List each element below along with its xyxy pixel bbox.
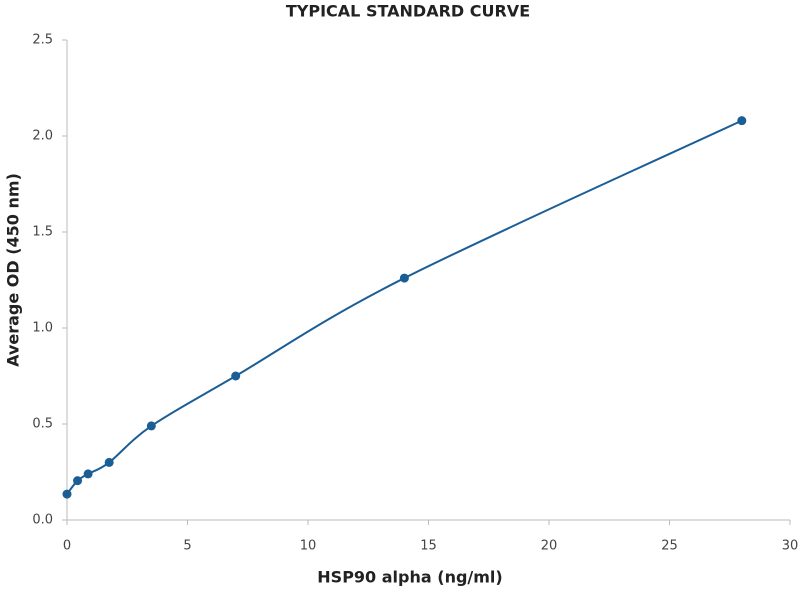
point — [83, 469, 93, 479]
x-tick-label: 30 — [782, 539, 799, 554]
point — [146, 421, 156, 431]
point — [399, 273, 409, 283]
point — [231, 371, 241, 381]
y-tick-label: 0.0 — [32, 513, 53, 528]
curve — [66, 119, 743, 495]
x-tick-label: 20 — [541, 539, 558, 554]
point — [62, 489, 72, 499]
y-tick-label: 2.5 — [32, 33, 53, 48]
x-tick-label: 0 — [63, 539, 71, 554]
x-tick-label: 10 — [300, 539, 317, 554]
point — [73, 476, 83, 486]
point — [104, 457, 114, 467]
chart-title: TYPICAL STANDARD CURVE — [286, 2, 530, 21]
y-tick-label: 1.5 — [32, 225, 53, 240]
x-tick-label: 15 — [420, 539, 437, 554]
y-axis-title: Average OD (450 nm) — [4, 173, 23, 367]
x-axis-title: HSP90 alpha (ng/ml) — [317, 568, 502, 587]
y-tick-label: 0.5 — [32, 417, 53, 432]
x-tick-label: 5 — [183, 539, 191, 554]
point — [737, 116, 747, 126]
x-tick-label: 25 — [661, 539, 678, 554]
y-tick-label: 2.0 — [32, 129, 53, 144]
y-tick-label: 1.0 — [32, 321, 53, 336]
